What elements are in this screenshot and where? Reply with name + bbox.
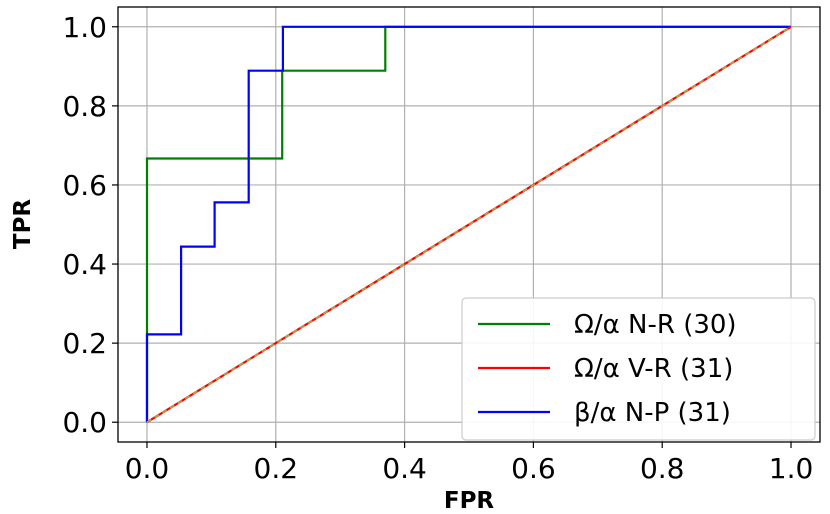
y-tick-label: 0.4 (62, 248, 107, 281)
plot-frame (117, 6, 821, 443)
y-axis-label: TPR (10, 199, 36, 250)
y-tick-label: 1.0 (62, 11, 107, 44)
legend: Ω/α N-R (30) Ω/α V-R (31) β/α N-P (31) (461, 297, 816, 441)
x-tick-label: 0.2 (254, 452, 299, 485)
y-tick-label: 0.8 (62, 90, 107, 123)
x-tick-label: 1.0 (769, 452, 814, 485)
y-tick-label: 0.0 (62, 406, 107, 439)
series-line-2 (145, 25, 791, 423)
legend-box (461, 297, 816, 441)
series-line-1 (146, 25, 792, 424)
x-tick-label: 0.4 (382, 452, 427, 485)
axis-ticks: 0.0 0.2 0.4 0.6 0.8 1.0 0.0 0.2 0.4 0.6 0.8 1.0 (62, 11, 813, 485)
y-tick-label: 0.2 (62, 327, 107, 360)
x-axis-label: FPR (444, 488, 495, 514)
legend-label: Ω/α V-R (31) (574, 354, 733, 384)
x-tick-label: 0.8 (640, 452, 685, 485)
legend-label: β/α N-P (31) (574, 398, 731, 428)
y-tick-label: 0.6 (62, 169, 107, 202)
legend-label: Ω/α N-R (30) (574, 310, 737, 340)
x-tick-label: 0.6 (511, 452, 556, 485)
x-tick-label: 0.0 (125, 452, 170, 485)
plot-series (145, 25, 792, 424)
grid (118, 7, 820, 442)
